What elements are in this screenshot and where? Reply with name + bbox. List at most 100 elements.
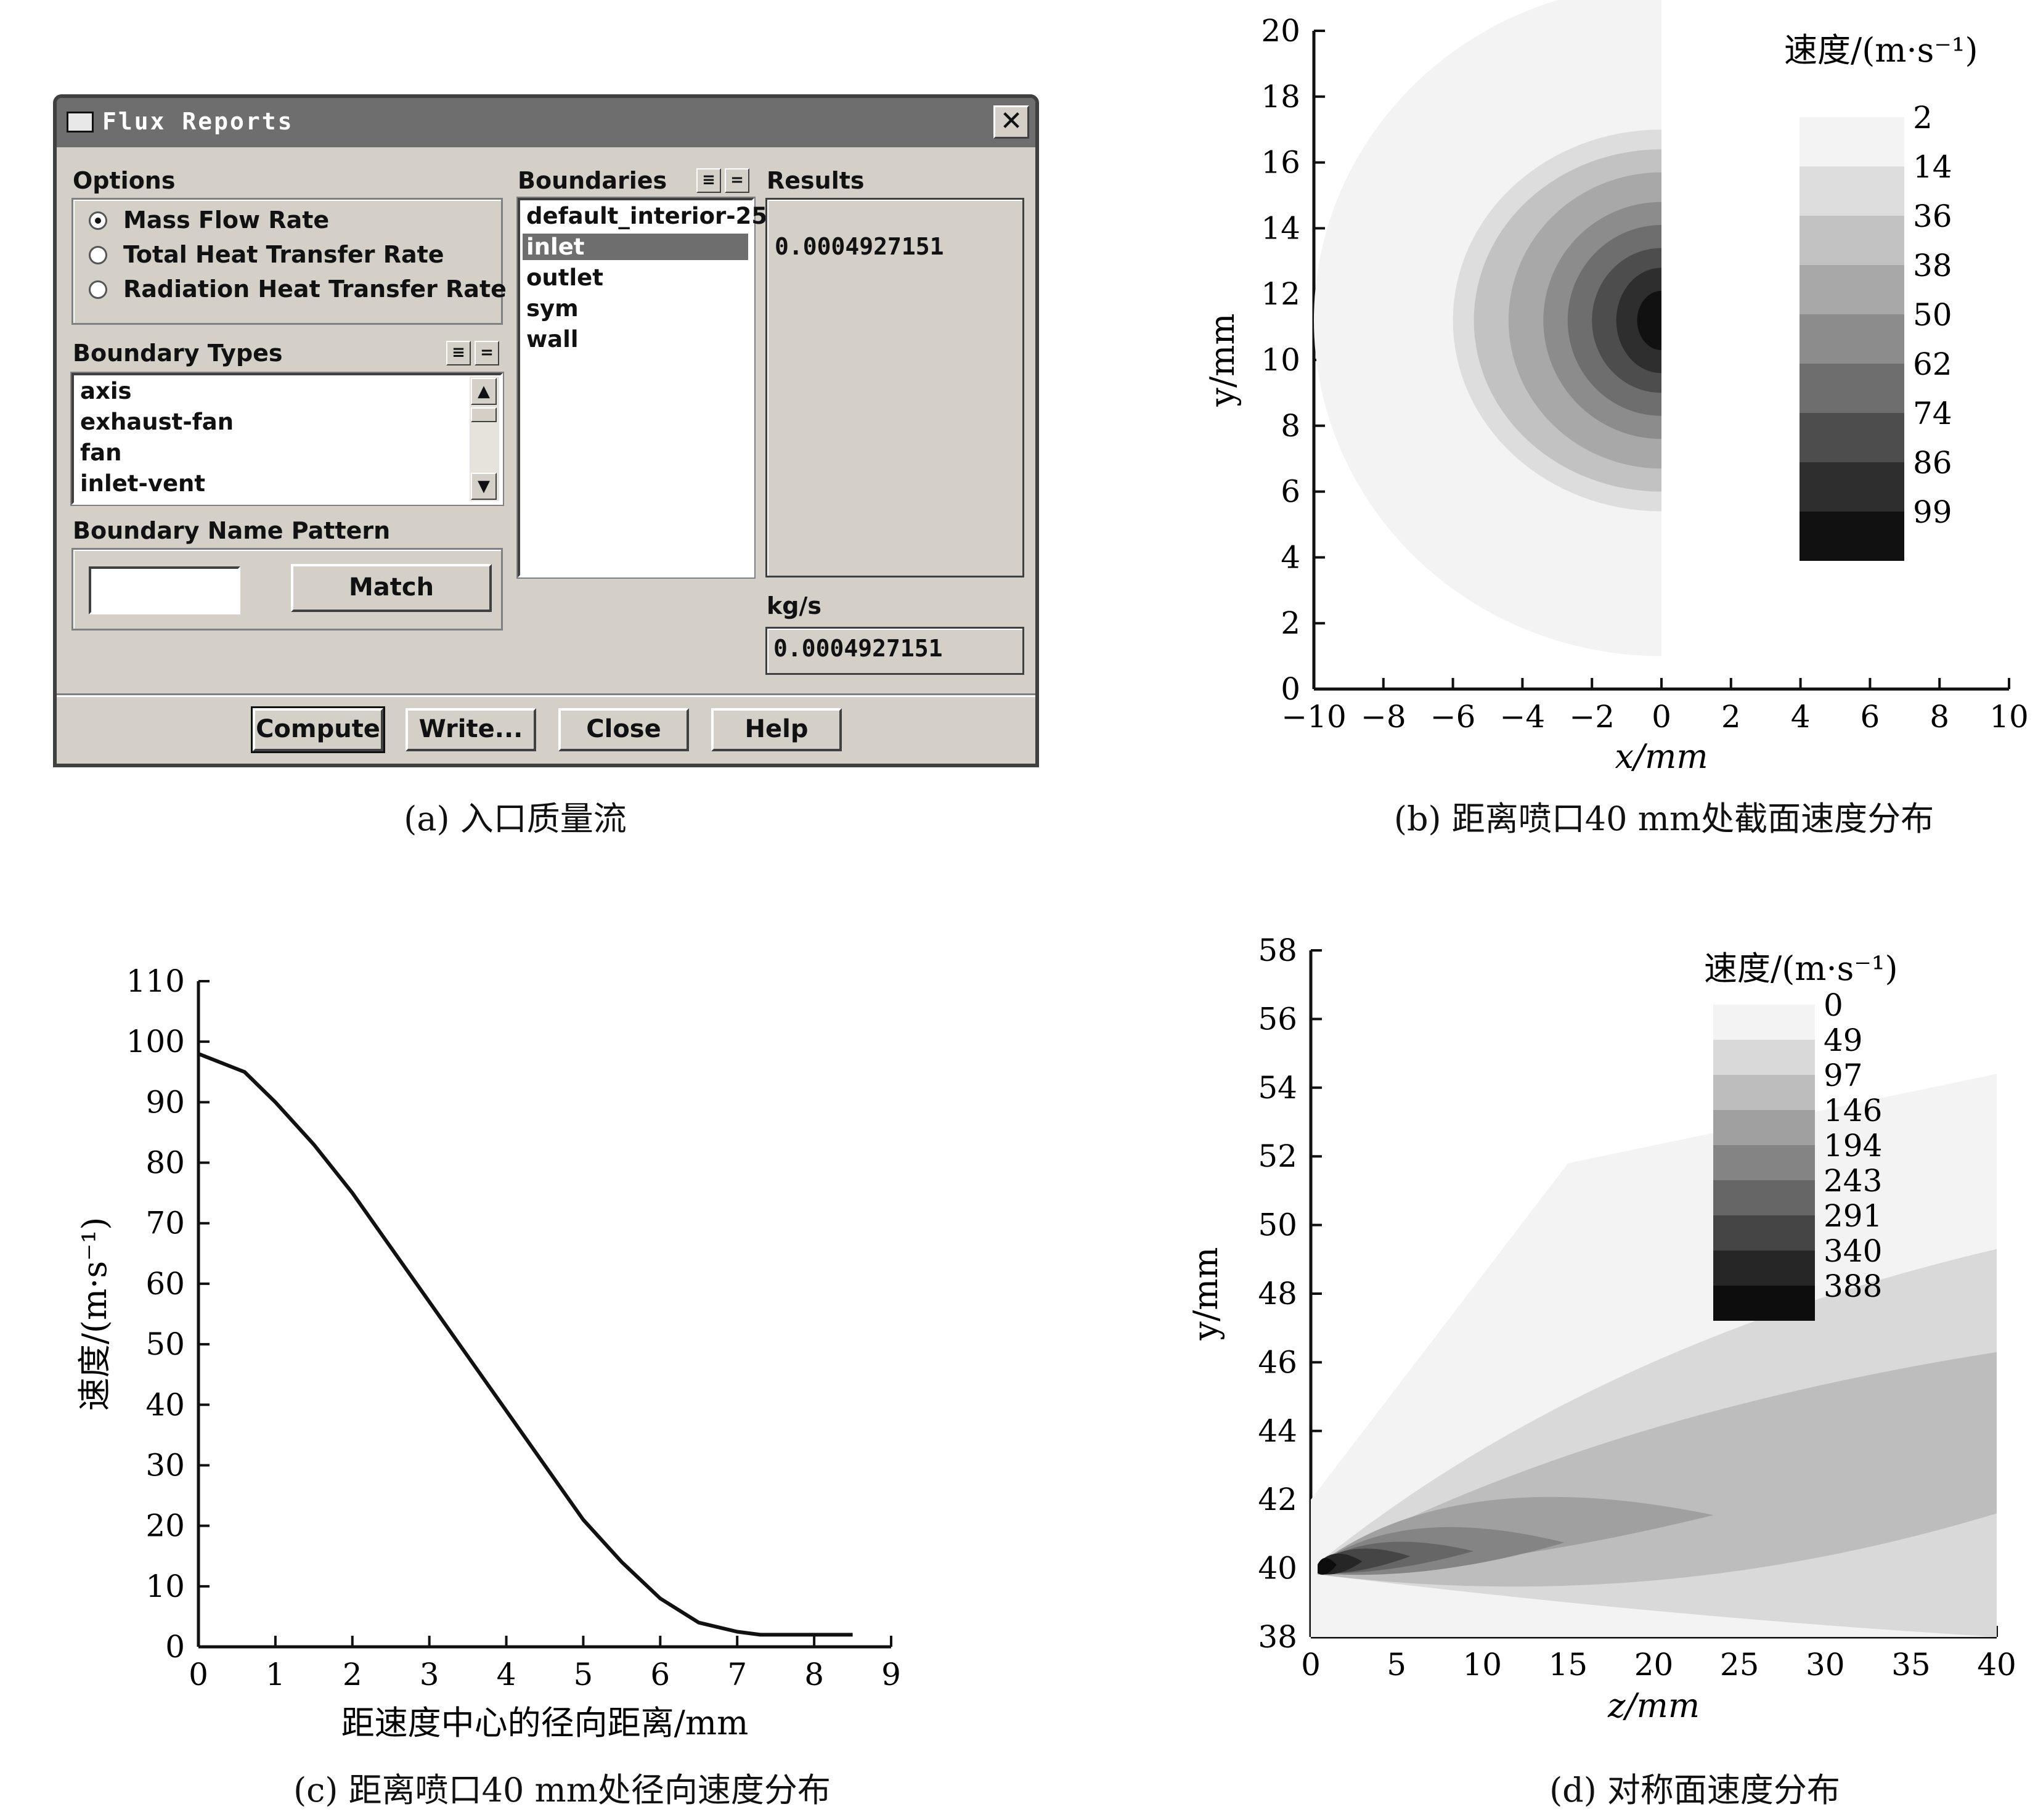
boundaries-label: Boundaries — [518, 167, 667, 194]
legend-swatch — [1800, 462, 1904, 512]
deselect-all-icon[interactable]: = — [725, 168, 749, 193]
results-box: 0.0004927151 — [765, 198, 1024, 577]
deselect-all-icon[interactable]: = — [475, 341, 499, 365]
y-tick-label: 46 — [1258, 1344, 1297, 1380]
contour-band-99 — [1637, 290, 1661, 350]
x-tick-label: 0 — [1301, 1647, 1321, 1683]
y-tick-label: 50 — [1258, 1207, 1297, 1243]
x-tick-label: 5 — [1387, 1647, 1406, 1683]
y-tick-label: 14 — [1261, 210, 1300, 246]
x-tick-label: 10 — [1462, 1647, 1502, 1683]
radio-mass-flow-rate[interactable] — [89, 211, 107, 230]
boundaries-list[interactable]: default_interior-25 inlet outlet sym wal… — [516, 197, 767, 579]
radio-total-heat-transfer-rate[interactable] — [89, 246, 107, 264]
chart-b-cross-section: −10 −8 −6 −4 −2 0 2 4 6 8 10 0 2 4 6 8 10 12 14 16 18 20 x/mm y… — [1203, 0, 2029, 776]
close-button[interactable]: Close — [558, 708, 689, 751]
legend-swatch — [1800, 166, 1904, 216]
x-tick-label: 0 — [1652, 699, 1671, 735]
legend-swatch — [1713, 1110, 1815, 1145]
pattern-input[interactable] — [89, 566, 240, 614]
legend-swatch — [1800, 413, 1904, 462]
legend-label: 194 — [1824, 1128, 1882, 1164]
radio-radiation-heat-transfer-rate[interactable] — [89, 280, 107, 299]
legend-swatch — [1713, 1251, 1815, 1286]
y-tick-label: 20 — [145, 1508, 185, 1544]
x-axis-label: 距速度中心的径向距离/mm — [341, 1704, 749, 1742]
list-item[interactable]: outlet — [526, 264, 603, 291]
option-label-mass-flow-rate: Mass Flow Rate — [123, 206, 330, 234]
legend-swatch — [1800, 314, 1904, 364]
legend-title: 速度/(m·s⁻¹) — [1704, 949, 1898, 988]
legend-label: 388 — [1824, 1268, 1882, 1304]
x-axis-label: x/mm — [1615, 737, 1708, 776]
scroll-thumb[interactable] — [471, 407, 497, 422]
list-item[interactable]: default_interior-25 — [526, 203, 768, 229]
y-tick-label: 50 — [145, 1326, 185, 1362]
window-icon — [67, 112, 94, 133]
x-tick-label: 10 — [1989, 699, 2029, 735]
y-tick-label: 10 — [1261, 342, 1300, 378]
legend-label: 0 — [1824, 987, 1843, 1023]
boundary-types-scrollbar[interactable]: ▲ ▼ — [470, 377, 499, 501]
y-tick-label: 30 — [145, 1447, 185, 1483]
write-button[interactable]: Write... — [406, 708, 536, 751]
x-tick-label: 25 — [1720, 1647, 1759, 1683]
list-item[interactable]: wall — [526, 326, 579, 353]
x-tick-label: 4 — [497, 1657, 516, 1692]
list-item[interactable]: inlet-vent — [80, 470, 206, 497]
y-tick-label: 40 — [1258, 1551, 1297, 1586]
match-button[interactable]: Match — [291, 564, 492, 612]
x-tick-label: 2 — [1721, 699, 1741, 735]
legend-label: 243 — [1824, 1163, 1882, 1199]
y-tick-label: 18 — [1261, 79, 1300, 115]
list-item[interactable]: fan — [80, 439, 122, 466]
legend-swatch — [1713, 1005, 1815, 1040]
y-tick-label: 56 — [1258, 1001, 1297, 1037]
legend-label: 86 — [1913, 445, 1952, 481]
select-all-icon[interactable]: ≡ — [696, 168, 721, 193]
units-label: kg/s — [767, 592, 821, 619]
y-tick-label: 8 — [1281, 408, 1300, 444]
select-all-icon[interactable]: ≡ — [446, 341, 471, 365]
legend-swatch — [1713, 1040, 1815, 1075]
legend-swatch — [1713, 1215, 1815, 1251]
legend-label: 38 — [1913, 248, 1952, 284]
x-axis-label: z/mm — [1607, 1686, 1700, 1725]
close-icon[interactable]: ✕ — [993, 105, 1029, 139]
y-tick-label: 58 — [1258, 932, 1297, 968]
caption-c: (c) 距离喷口40 mm处径向速度分布 — [293, 1771, 831, 1810]
list-item[interactable]: exhaust-fan — [80, 409, 234, 435]
y-tick-label: 0 — [1281, 671, 1300, 707]
x-tick-label: 3 — [420, 1657, 439, 1692]
list-item[interactable]: sym — [526, 295, 579, 322]
list-item-selected[interactable]: inlet — [523, 234, 748, 260]
y-tick-label: 52 — [1258, 1138, 1297, 1174]
caption-d: (d) 对称面速度分布 — [1549, 1771, 1840, 1810]
x-tick-label: 8 — [804, 1657, 824, 1692]
total-value: 0.0004927151 — [773, 635, 943, 662]
y-tick-label: 10 — [145, 1569, 185, 1604]
legend-label: 74 — [1913, 396, 1952, 431]
legend-swatch — [1800, 216, 1904, 265]
x-tick-label: 5 — [574, 1657, 593, 1692]
compute-button[interactable]: Compute — [251, 706, 385, 753]
legend-label: 291 — [1824, 1198, 1882, 1234]
y-tick-label: 100 — [126, 1024, 185, 1059]
legend-swatch — [1800, 265, 1904, 314]
boundary-types-list[interactable]: axis exhaust-fan fan inlet-vent ▲ ▼ — [70, 372, 504, 506]
x-tick-label: −4 — [1500, 699, 1546, 735]
legend-label: 62 — [1913, 346, 1952, 382]
help-button[interactable]: Help — [711, 708, 842, 751]
x-tick-label: 2 — [343, 1657, 362, 1692]
x-tick-label: 15 — [1549, 1647, 1588, 1683]
scroll-down-icon[interactable]: ▼ — [471, 473, 497, 500]
legend-swatch — [1713, 1145, 1815, 1180]
x-tick-label: 35 — [1891, 1647, 1931, 1683]
options-group — [71, 198, 503, 325]
y-tick-label: 42 — [1258, 1482, 1297, 1517]
chart-c-radial-velocity: 0 1 2 3 4 5 6 7 8 90102030405060708090100110距速度中心… — [75, 963, 901, 1742]
divider — [57, 693, 1035, 697]
y-tick-label: 40 — [145, 1387, 185, 1422]
scroll-up-icon[interactable]: ▲ — [471, 378, 497, 405]
list-item[interactable]: axis — [80, 378, 132, 404]
